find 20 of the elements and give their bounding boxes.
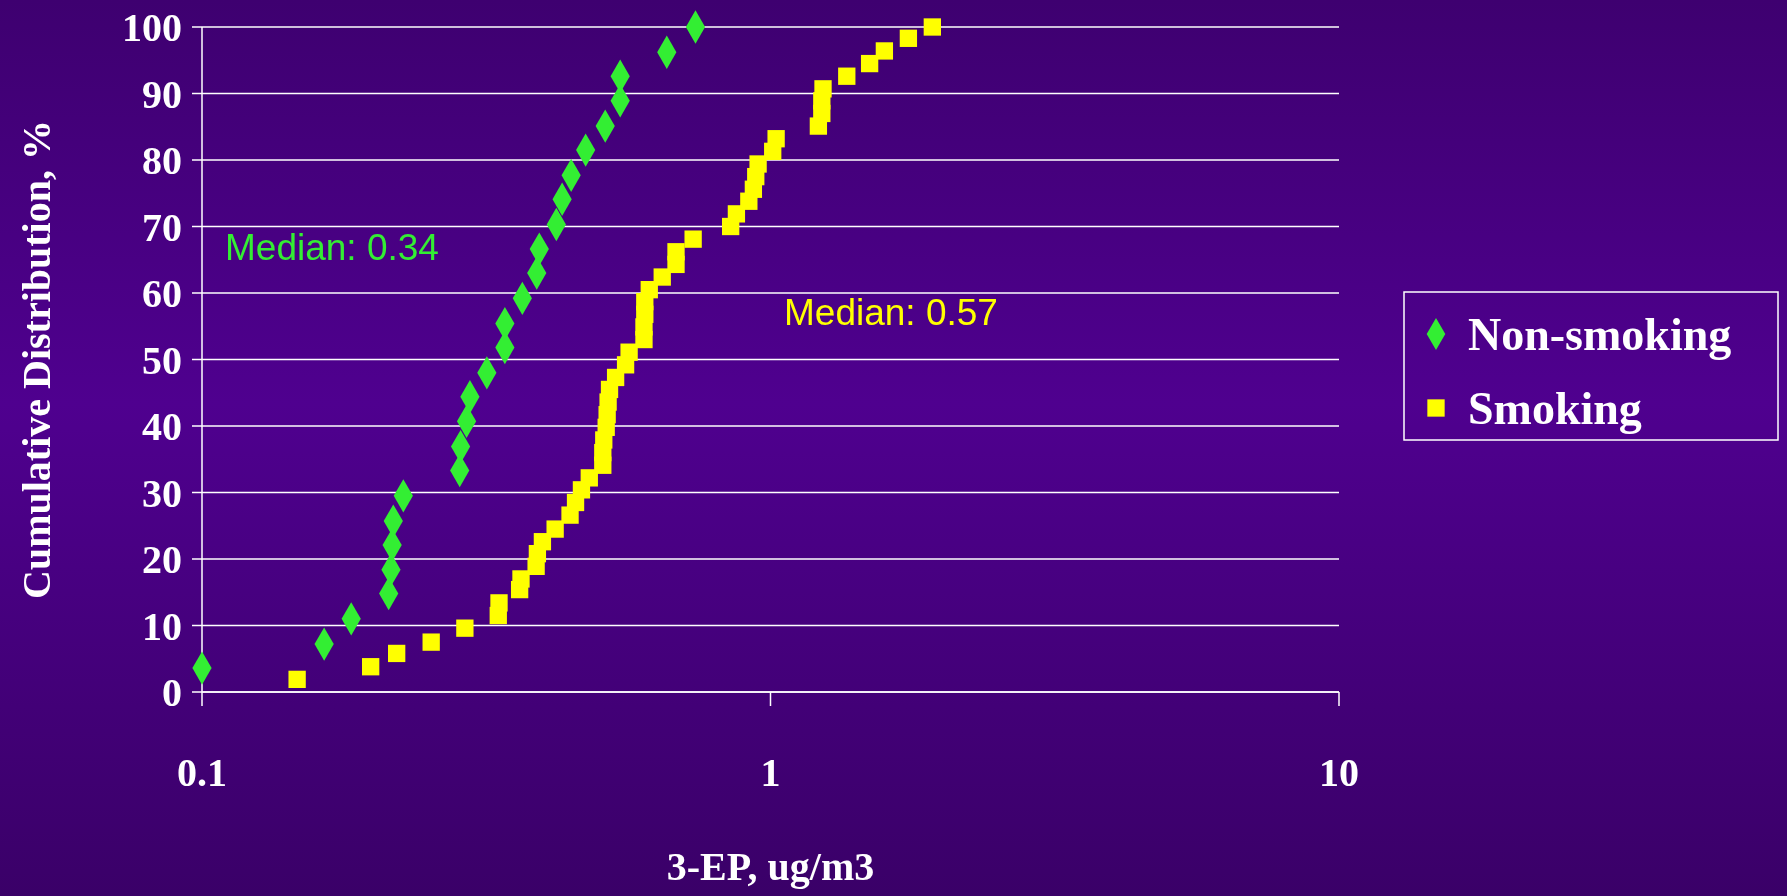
y-tick-label: 0 bbox=[162, 670, 182, 715]
y-tick-label: 100 bbox=[122, 5, 182, 50]
y-tick-label: 20 bbox=[142, 537, 182, 582]
y-tick-label: 30 bbox=[142, 470, 182, 516]
y-tick-label: 50 bbox=[142, 337, 182, 383]
x-axis-title: 3-EP, ug/m3 bbox=[666, 844, 875, 889]
y-tick-label: 80 bbox=[142, 138, 182, 183]
y-tick-label: 60 bbox=[142, 271, 182, 316]
x-tick-label: 0.1 bbox=[177, 750, 227, 795]
legend-label: Smoking bbox=[1468, 383, 1642, 435]
annotation: Median: 0.34 bbox=[225, 227, 439, 268]
y-tick-label: 90 bbox=[142, 71, 182, 117]
legend-label: Non-smoking bbox=[1468, 309, 1732, 361]
x-tick-label: 1 bbox=[760, 750, 781, 795]
y-axis-title: Cumulative Distribution, % bbox=[14, 120, 59, 599]
y-tick-label: 70 bbox=[142, 204, 182, 250]
x-tick-label: 10 bbox=[1319, 750, 1359, 795]
annotation: Median: 0.57 bbox=[784, 292, 998, 333]
y-tick-label: 40 bbox=[142, 404, 182, 449]
y-tick-label: 10 bbox=[142, 603, 182, 649]
